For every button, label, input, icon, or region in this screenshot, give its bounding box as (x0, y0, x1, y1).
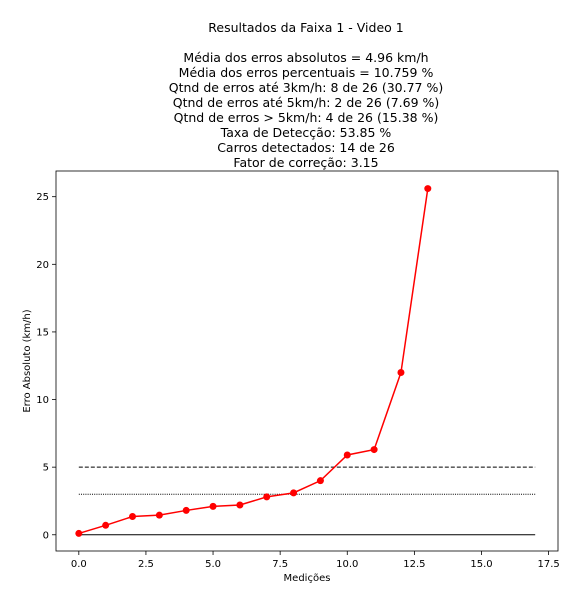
title-line-3: Média dos erros percentuais = 10.759 % (179, 65, 434, 80)
data-point (155, 511, 163, 519)
title-line-2: Média dos erros absolutos = 4.96 km/h (183, 50, 428, 65)
y-tick-label: 25 (36, 192, 49, 203)
data-point (209, 502, 217, 510)
y-tick-label: 10 (36, 395, 49, 406)
data-point (370, 446, 378, 454)
y-axis-ticks: 0 5 10 15 20 25 (36, 192, 56, 541)
x-tick-label: 7.5 (272, 559, 288, 570)
data-point (129, 513, 137, 521)
data-point (343, 451, 351, 459)
title-line-6: Qtnd de erros > 5km/h: 4 de 26 (15.38 %) (174, 110, 439, 125)
y-axis-label: Erro Absoluto (km/h) (22, 309, 33, 412)
chart-title: Resultados da Faixa 1 - Video 1 Média dos… (169, 20, 443, 170)
reference-lines (78, 466, 536, 536)
data-point (182, 506, 190, 514)
title-line-4: Qtnd de erros até 3km/h: 8 de 26 (30.77 … (169, 80, 443, 95)
data-point (102, 521, 110, 529)
x-tick-label: 0.0 (71, 559, 87, 570)
plot-area-frame (55, 170, 559, 552)
title-line-7: Taxa de Detecção: 53.85 % (220, 125, 392, 140)
x-axis-ticks: 0.0 2.5 5.0 7.5 10.0 12.5 15.0 17.5 (71, 551, 560, 570)
x-tick-label: 10.0 (336, 559, 358, 570)
x-tick-label: 2.5 (138, 559, 154, 570)
x-tick-label: 12.5 (403, 559, 425, 570)
y-tick-label: 20 (36, 260, 49, 271)
x-axis-label: Medições (284, 573, 331, 584)
title-line-9: Fator de correção: 3.15 (233, 155, 378, 170)
data-point (290, 489, 298, 497)
y-tick-label: 5 (43, 463, 49, 474)
series-line (78, 188, 429, 535)
data-point (236, 501, 244, 509)
data-point (397, 368, 405, 376)
data-point (316, 477, 324, 485)
data-series (75, 185, 432, 537)
x-tick-label: 17.5 (537, 559, 559, 570)
x-tick-label: 5.0 (205, 559, 221, 570)
y-tick-label: 0 (43, 530, 49, 541)
title-line-8: Carros detectados: 14 de 26 (217, 140, 395, 155)
x-tick-label: 15.0 (470, 559, 492, 570)
data-point (75, 529, 83, 537)
y-tick-label: 15 (36, 327, 49, 338)
data-point (263, 493, 271, 501)
data-point (424, 185, 432, 193)
title-line-0: Resultados da Faixa 1 - Video 1 (208, 20, 403, 35)
title-line-5: Qtnd de erros até 5km/h: 2 de 26 (7.69 %… (173, 95, 440, 110)
